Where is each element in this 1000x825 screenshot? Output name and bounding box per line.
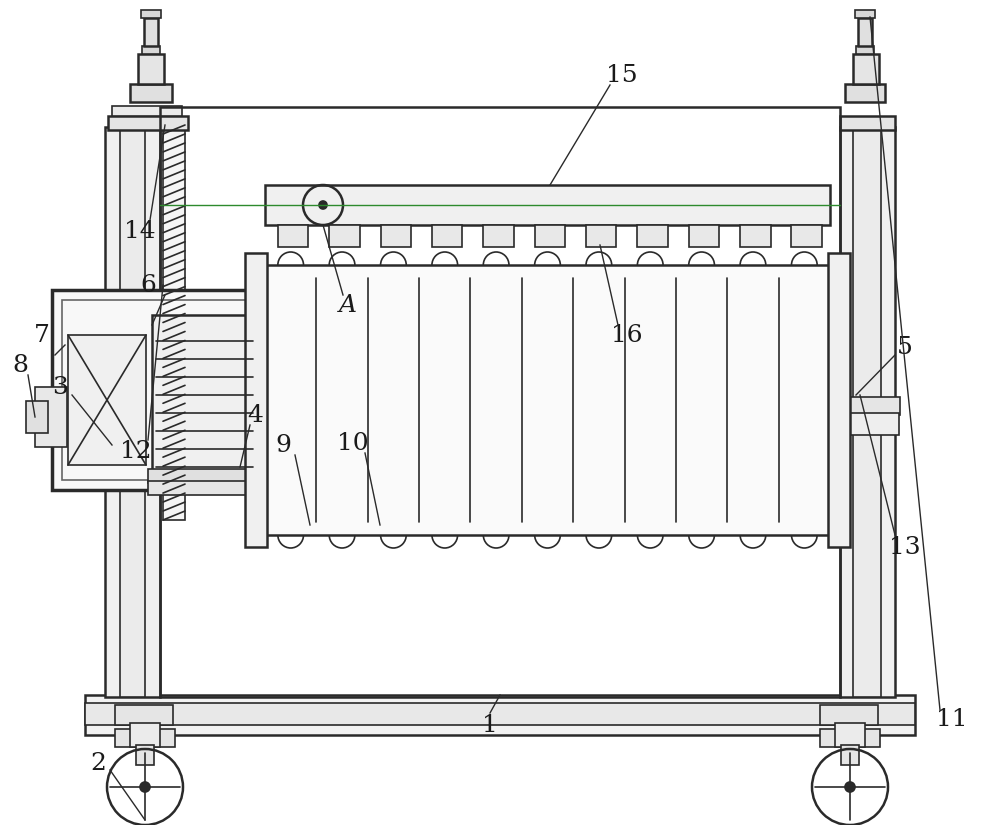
Text: 14: 14	[124, 219, 156, 243]
Bar	[835, 723, 865, 747]
Bar	[841, 745, 859, 765]
Text: 1: 1	[482, 714, 498, 737]
Bar	[820, 705, 878, 725]
Bar	[144, 18, 158, 46]
Bar	[115, 729, 175, 747]
Bar	[152, 315, 257, 475]
Bar	[115, 705, 173, 725]
Text: 12: 12	[120, 441, 152, 464]
Bar	[637, 225, 668, 247]
Bar	[112, 106, 182, 116]
Bar	[62, 300, 257, 480]
Text: 16: 16	[611, 323, 643, 346]
Circle shape	[319, 201, 327, 209]
Bar	[837, 413, 899, 435]
Text: 4: 4	[247, 403, 263, 427]
Bar	[68, 335, 146, 465]
Bar	[689, 225, 719, 247]
Bar	[791, 225, 822, 247]
Circle shape	[140, 782, 150, 792]
Bar	[535, 225, 565, 247]
Text: 6: 6	[140, 274, 156, 296]
Text: 7: 7	[34, 323, 50, 346]
Bar	[855, 10, 875, 18]
Bar	[265, 265, 830, 535]
Bar	[52, 290, 267, 490]
Bar	[105, 127, 160, 697]
Bar	[130, 84, 172, 102]
Bar	[853, 127, 881, 697]
Text: 5: 5	[897, 336, 913, 359]
Bar	[275, 380, 285, 405]
Bar	[148, 481, 263, 495]
Bar	[141, 10, 161, 18]
Bar	[856, 46, 874, 54]
Bar	[130, 723, 160, 747]
Bar	[257, 365, 275, 420]
Bar	[85, 695, 915, 735]
Text: 8: 8	[12, 353, 28, 376]
Bar	[26, 401, 48, 433]
Bar	[278, 225, 308, 247]
Bar	[828, 253, 850, 547]
Bar	[858, 18, 872, 46]
Bar	[120, 127, 145, 697]
Bar	[329, 225, 360, 247]
Bar	[163, 125, 185, 520]
Bar	[835, 397, 900, 415]
Text: 9: 9	[275, 433, 291, 456]
Bar	[108, 116, 188, 130]
Circle shape	[845, 782, 855, 792]
Text: 3: 3	[52, 375, 68, 398]
Bar	[840, 116, 895, 130]
Bar	[840, 127, 895, 697]
Bar	[35, 387, 67, 447]
Bar	[586, 225, 616, 247]
Bar	[136, 745, 154, 765]
Text: 15: 15	[606, 64, 638, 87]
Bar	[381, 225, 411, 247]
Bar	[85, 703, 915, 725]
Bar	[432, 225, 462, 247]
Bar	[138, 54, 164, 84]
Text: A: A	[339, 294, 357, 317]
Bar	[483, 225, 514, 247]
Text: 10: 10	[337, 431, 369, 455]
Bar	[245, 253, 267, 547]
Text: 2: 2	[90, 752, 106, 775]
Text: 13: 13	[889, 535, 921, 559]
Bar	[142, 46, 160, 54]
Bar	[853, 54, 879, 84]
Text: 11: 11	[936, 709, 968, 732]
Bar	[740, 225, 771, 247]
Bar	[160, 107, 840, 697]
Bar	[845, 84, 885, 102]
Bar	[265, 185, 830, 225]
Bar	[820, 729, 880, 747]
Bar	[148, 469, 263, 483]
